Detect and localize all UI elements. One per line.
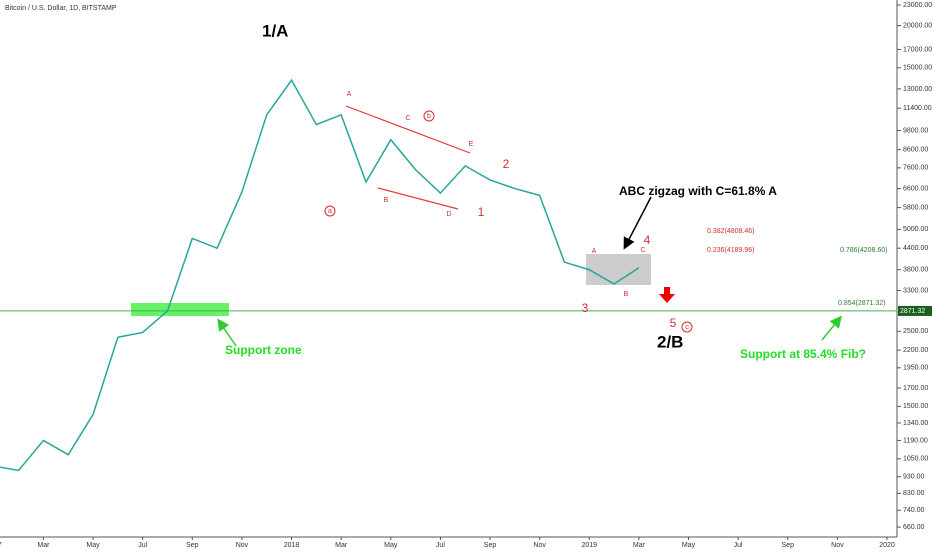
y-tick-label: 7600.00	[903, 165, 928, 172]
annotation: a	[328, 208, 332, 215]
x-tick-label: May	[384, 542, 398, 549]
circle	[423, 110, 435, 122]
arrow	[821, 315, 842, 341]
annotation: A	[347, 91, 352, 98]
y-tick-label: 740.00	[903, 507, 925, 514]
annotation: C	[405, 115, 410, 122]
trendline	[377, 187, 459, 210]
y-tick-label: 9800.00	[903, 127, 928, 134]
x-tick-label: Nov	[831, 542, 844, 549]
x-tick-label: Jul	[734, 542, 743, 549]
x-tick-label: Nov	[236, 542, 249, 549]
x-tick-label: May	[682, 542, 696, 549]
price-line	[0, 78, 640, 472]
y-tick-label: 1700.00	[903, 385, 928, 392]
y-tick-label: 23000.00	[903, 2, 932, 9]
annotation: 3	[582, 301, 589, 315]
annotation: 1	[478, 205, 485, 219]
circle	[324, 205, 336, 217]
x-tick-label: Mar	[37, 542, 50, 549]
x-tick-label: Sep	[484, 542, 497, 549]
y-tick-label: 15000.00	[903, 65, 932, 72]
x-tick-label: 2020	[879, 542, 895, 549]
fib-label: 0.854(2871.32)	[838, 300, 885, 307]
plot-area	[0, 78, 897, 472]
x-tick-label: Jul	[436, 542, 445, 549]
x-tick-label: Nov	[533, 542, 546, 549]
y-tick-label: 17000.00	[903, 46, 932, 53]
y-tick-label: 1340.00	[903, 420, 928, 427]
y-tick-label: 4400.00	[903, 245, 928, 252]
y-tick-label: 660.00	[903, 524, 925, 531]
x-tick-label: 2019	[581, 542, 597, 549]
arrow	[217, 318, 237, 347]
fib-label: 0.786(4208.60)	[840, 247, 887, 254]
y-tick-label: 3300.00	[903, 287, 928, 294]
annotation: C	[640, 247, 645, 254]
trendline	[345, 105, 471, 154]
annotation: B	[624, 291, 629, 298]
x-tick-label: Mar	[633, 542, 646, 549]
annotation: E	[469, 141, 474, 148]
y-tick-label: 1190.00	[903, 437, 928, 444]
y-tick-label: 1950.00	[903, 365, 928, 372]
circle	[681, 321, 693, 333]
annotation: A	[592, 248, 597, 255]
annotation: ABC zigzag with C=61.8% A	[619, 184, 777, 198]
y-tick-label: 20000.00	[903, 22, 932, 29]
minor-labels: a b c A B C D E A B C	[328, 91, 689, 331]
annotation: Support at 85.4% Fib?	[740, 347, 866, 361]
fib-label: 0.236(4189.96)	[707, 247, 754, 254]
annotation: Support zone	[225, 343, 302, 357]
x-tick-label: Jul	[138, 542, 147, 549]
y-tick-label: 930.00	[903, 474, 925, 481]
y-tick-label: 13000.00	[903, 86, 932, 93]
arrow	[623, 196, 652, 250]
annotation: B	[384, 197, 389, 204]
annotation: 5	[670, 316, 677, 330]
annotation: 2/B	[657, 332, 683, 351]
x-tick-label: May	[86, 542, 100, 549]
fib-label: 0.382(4808.46)	[707, 228, 754, 235]
annotation: 2	[503, 157, 510, 171]
annotation: 1/A	[262, 21, 288, 40]
y-tick-label: 11400.00	[903, 105, 932, 112]
y-tick-label: 3800.00	[903, 267, 928, 274]
y-tick-label: 2200.00	[903, 347, 928, 354]
y-tick-label: 1500.00	[903, 403, 928, 410]
y-tick-label: 8600.00	[903, 146, 928, 153]
annotation: c	[685, 324, 689, 331]
y-tick-label: 6600.00	[903, 185, 928, 192]
x-tick-label: Sep	[186, 542, 199, 549]
down-arrow	[659, 287, 675, 303]
y-tick-label: 830.00	[903, 490, 925, 497]
annotation: D	[446, 211, 451, 218]
y-tick-label: 5800.00	[903, 204, 928, 211]
x-tick-label: 2018	[284, 542, 300, 549]
x-tick-label: 2017	[0, 542, 2, 549]
y-tick-label: 1050.00	[903, 456, 928, 463]
x-tick-label: Mar	[335, 542, 348, 549]
price-tag	[898, 305, 932, 316]
annotation: 4	[644, 233, 651, 247]
abc-box	[586, 254, 651, 285]
x-tick-label: Sep	[782, 542, 795, 549]
wave-numbers: 1 2 3 4 5	[478, 157, 677, 330]
chart-title: Bitcoin / U.S. Dollar, 1D, BITSTAMP	[5, 5, 117, 12]
y-tick-label: 2500.00	[903, 328, 928, 335]
support-zone-box	[131, 303, 229, 316]
price-tag-label: 2871.32	[900, 308, 925, 315]
annotation: b	[427, 113, 431, 120]
wave-labels: 1/A 2/B	[262, 21, 683, 351]
y-tick-label: 5000.00	[903, 226, 928, 233]
